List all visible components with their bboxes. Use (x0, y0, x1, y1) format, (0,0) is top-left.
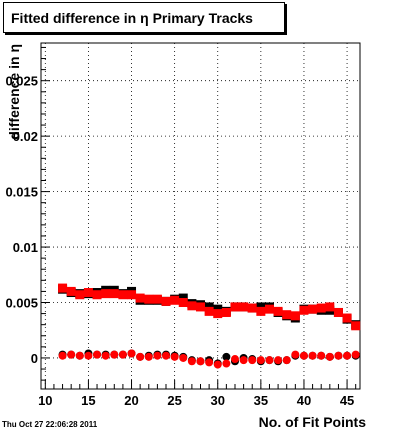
x-tick-label: 35 (254, 393, 268, 408)
data-point-circle-series-3 (213, 360, 222, 369)
data-point-circle-series-1 (222, 352, 231, 361)
data-point-square-series-2 (135, 293, 145, 303)
data-point-square-series-2 (66, 286, 76, 296)
data-point-square-series-2 (333, 307, 343, 317)
data-point-square-series-2 (161, 296, 171, 306)
data-point-circle-series-3 (308, 351, 317, 360)
data-point-circle-series-3 (84, 351, 93, 360)
data-point-circle-series-3 (230, 355, 239, 364)
x-tick-label: 25 (167, 393, 181, 408)
y-tick-label: 0.025 (5, 74, 38, 89)
data-point-circle-series-3 (196, 357, 205, 366)
data-point-circle-series-3 (187, 357, 196, 366)
data-point-square-series-2 (316, 303, 326, 313)
data-point-circle-series-3 (239, 356, 248, 365)
data-point-square-series-2 (101, 289, 111, 299)
data-point-circle-series-3 (325, 352, 334, 361)
data-point-circle-series-3 (248, 356, 257, 365)
data-point-square-series-2 (282, 310, 292, 320)
data-point-square-series-2 (118, 290, 128, 300)
data-point-square-series-2 (221, 307, 231, 317)
data-point-square-series-2 (325, 302, 335, 312)
y-tick-label: 0.02 (13, 129, 38, 144)
data-point-circle-series-3 (144, 352, 153, 361)
data-point-circle-series-3 (334, 351, 343, 360)
data-point-square-series-2 (273, 306, 283, 316)
data-point-circle-series-3 (265, 356, 274, 365)
data-point-circle-series-3 (67, 350, 76, 359)
data-point-circle-series-3 (118, 350, 127, 359)
data-point-circle-series-3 (136, 352, 145, 361)
data-point-square-series-2 (264, 304, 274, 314)
x-tick-label: 10 (38, 393, 52, 408)
data-point-square-series-2 (109, 289, 119, 299)
data-point-circle-series-3 (153, 351, 162, 360)
data-point-square-series-2 (196, 302, 205, 312)
data-point-circle-series-3 (170, 352, 179, 361)
data-point-circle-series-3 (274, 356, 283, 365)
data-point-circle-series-3 (179, 353, 188, 362)
data-point-square-series-2 (290, 311, 300, 321)
data-point-square-series-2 (342, 313, 352, 323)
y-tick-label: 0.005 (5, 296, 38, 311)
data-point-circle-series-3 (317, 351, 326, 360)
y-tick-label: 0.01 (13, 240, 38, 255)
data-point-circle-series-3 (299, 351, 308, 360)
data-point-square-series-2 (230, 302, 240, 312)
chart-title: Fitted difference in η Primary Tracks (11, 10, 253, 26)
plot-frame (40, 42, 361, 390)
x-tick-label: 20 (124, 393, 138, 408)
x-tick-label: 45 (340, 393, 354, 408)
data-point-circle-series-3 (291, 350, 300, 359)
data-point-square-series-2 (351, 321, 361, 331)
data-point-circle-series-3 (93, 350, 102, 359)
data-point-circle-series-3 (205, 358, 214, 367)
x-tick-label: 30 (211, 393, 225, 408)
data-point-square-series-2 (256, 306, 266, 316)
y-axis-title: difference in η (6, 44, 22, 140)
data-point-square-series-2 (187, 301, 197, 311)
data-point-square-series-2 (127, 290, 137, 300)
data-point-circle-series-3 (127, 349, 136, 358)
data-point-square-series-2 (204, 306, 214, 316)
data-point-circle-series-3 (256, 356, 265, 365)
data-point-square-series-2 (299, 305, 309, 315)
data-point-square-series-2 (144, 294, 154, 304)
chart-title-box: Fitted difference in η Primary Tracks (3, 2, 285, 33)
data-point-square-series-2 (308, 304, 318, 314)
data-point-square-series-2 (178, 298, 188, 307)
data-point-circle-series-3 (101, 351, 110, 360)
data-point-square-series-2 (170, 295, 180, 305)
data-point-square-series-2 (92, 290, 102, 300)
data-point-square-series-2 (75, 290, 85, 300)
data-point-circle-series-3 (75, 351, 84, 360)
data-point-circle-series-3 (222, 359, 231, 368)
data-point-circle-series-3 (282, 356, 291, 365)
y-tick-label: 0.015 (5, 185, 38, 200)
data-point-circle-series-3 (110, 350, 119, 359)
data-point-square-series-2 (213, 309, 223, 319)
x-tick-label: 15 (81, 393, 95, 408)
data-point-circle-series-3 (58, 351, 67, 360)
timestamp: Thu Oct 27 22:06:28 2011 (2, 420, 98, 429)
data-point-square-series-2 (239, 302, 249, 312)
data-point-square-series-2 (58, 283, 68, 293)
x-tick-label: 40 (297, 393, 311, 408)
data-point-circle-series-3 (343, 351, 352, 360)
data-point-circle-series-3 (162, 351, 171, 360)
data-point-square-series-2 (83, 288, 93, 298)
y-tick-label: 0 (31, 351, 38, 366)
data-point-circle-series-3 (351, 350, 360, 359)
data-point-square-series-2 (152, 294, 162, 304)
x-axis-title: No. of Fit Points (259, 414, 367, 430)
data-point-square-series-2 (247, 303, 257, 313)
